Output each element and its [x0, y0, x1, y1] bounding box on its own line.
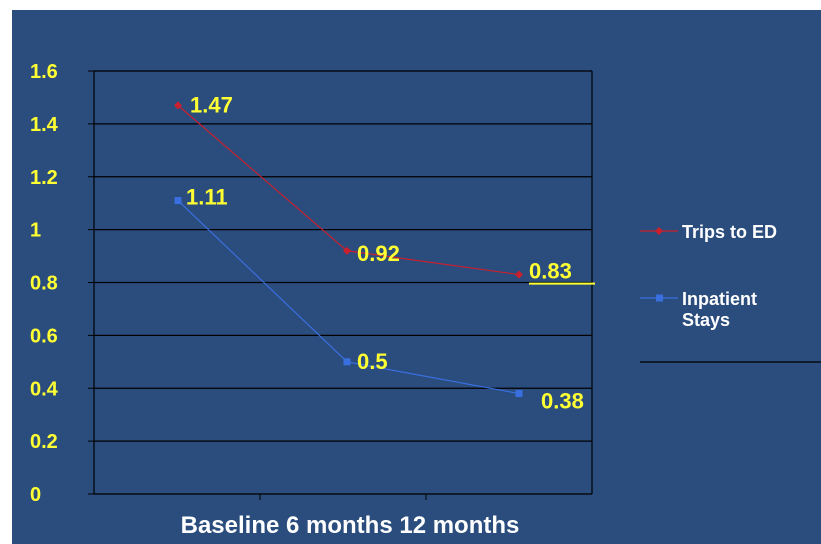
data-label: 0.83: [529, 259, 572, 284]
y-tick-label: 1.6: [30, 61, 58, 83]
axes: [88, 70, 592, 500]
y-tick-label: 0.2: [30, 431, 58, 453]
series-lines: [174, 101, 523, 398]
y-tick-label: 1.2: [30, 167, 58, 189]
y-tick-label: 0.4: [30, 378, 59, 400]
legend-marker-inpatient-stays: [656, 294, 663, 302]
category-labels: Baseline 6 months 12 months: [181, 512, 520, 539]
data-point-marker: [174, 101, 182, 110]
y-tick-label: 1: [30, 220, 41, 242]
data-labels: 1.47 0.92 0.83 1.11 0.5 0.38: [186, 92, 595, 414]
legend-label-inpatient-stays: Stays: [682, 310, 730, 330]
data-label: 1.47: [190, 92, 233, 117]
y-tick-labels: 0 0.2 0.4 0.6 0.8 1 1.2 1.4 1.6: [30, 61, 59, 506]
data-point-marker: [343, 246, 351, 255]
data-label: 0.92: [357, 241, 400, 266]
y-tick-label: 0: [30, 484, 41, 506]
y-tick-label: 0.6: [30, 325, 58, 347]
data-point-marker: [343, 358, 351, 366]
legend-label-inpatient-stays: Inpatient: [682, 289, 757, 309]
chart-slide: 0 0.2 0.4 0.6 0.8 1 1.2 1.4 1.6 1.47 0.92 0.83 1.11…: [12, 10, 821, 544]
data-label: 0.5: [357, 349, 388, 374]
data-label: 0.38: [541, 389, 584, 414]
gridlines: [94, 70, 593, 494]
data-point-marker: [515, 390, 523, 398]
data-label: 1.11: [186, 185, 228, 210]
line-chart: 0 0.2 0.4 0.6 0.8 1 1.2 1.4 1.6 1.47 0.92 0.83 1.11…: [30, 61, 821, 539]
y-tick-label: 1.4: [30, 114, 59, 136]
data-point-marker: [174, 197, 182, 205]
legend-label-trips-to-ed: Trips to ED: [682, 222, 777, 242]
data-point-marker: [515, 270, 523, 279]
y-tick-label: 0.8: [30, 273, 58, 295]
legend-marker-trips-to-ed: [655, 227, 663, 235]
